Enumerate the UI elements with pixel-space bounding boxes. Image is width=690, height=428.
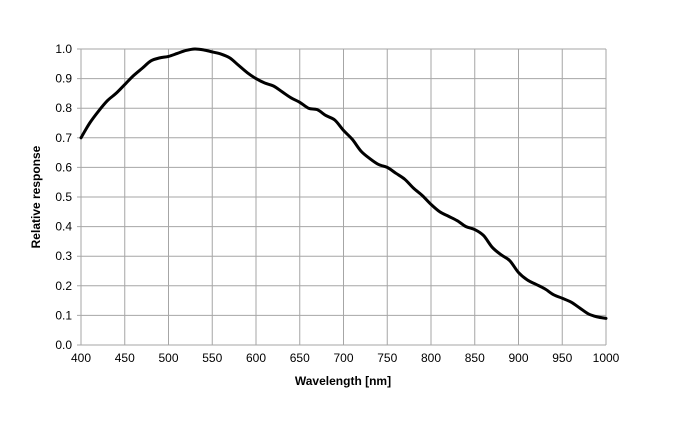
x-tick-label: 850 bbox=[465, 351, 485, 365]
y-tick-label: 0.1 bbox=[55, 308, 72, 322]
y-tick-label: 0.6 bbox=[55, 160, 72, 174]
x-tick-label: 750 bbox=[377, 351, 397, 365]
x-tick-label: 600 bbox=[246, 351, 266, 365]
y-tick-labels: 0.0 0.1 0.2 0.3 0.4 0.5 0.6 0.7 0.8 0.9 1.0 bbox=[55, 42, 72, 352]
y-tick-label: 0.0 bbox=[55, 338, 72, 352]
x-axis-label: Wavelength [nm] bbox=[295, 374, 391, 388]
x-tick-label: 700 bbox=[333, 351, 353, 365]
x-tick-label: 500 bbox=[158, 351, 178, 365]
x-tick-label: 1000 bbox=[593, 351, 620, 365]
x-tick-label: 900 bbox=[508, 351, 528, 365]
y-tick-label: 0.4 bbox=[55, 220, 72, 234]
y-tick-label: 0.3 bbox=[55, 249, 72, 263]
y-tick-label: 0.2 bbox=[55, 279, 72, 293]
y-tick-label: 0.7 bbox=[55, 131, 72, 145]
y-tick-label: 1.0 bbox=[55, 42, 72, 56]
x-tick-label: 450 bbox=[115, 351, 135, 365]
x-tick-label: 800 bbox=[421, 351, 441, 365]
x-tick-label: 950 bbox=[552, 351, 572, 365]
x-tick-labels: 400 450 500 550 600 650 700 750 800 850 900 950 1000 bbox=[71, 351, 620, 365]
x-tick-label: 550 bbox=[202, 351, 222, 365]
x-tick-label: 650 bbox=[290, 351, 310, 365]
x-tick-label: 400 bbox=[71, 351, 91, 365]
y-axis-label: Relative response bbox=[29, 145, 43, 248]
response-curve bbox=[79, 47, 608, 320]
y-tick-label: 0.5 bbox=[55, 190, 72, 204]
y-tick-label: 0.9 bbox=[55, 72, 72, 86]
y-tick-label: 0.8 bbox=[55, 101, 72, 115]
grid bbox=[77, 48, 607, 346]
